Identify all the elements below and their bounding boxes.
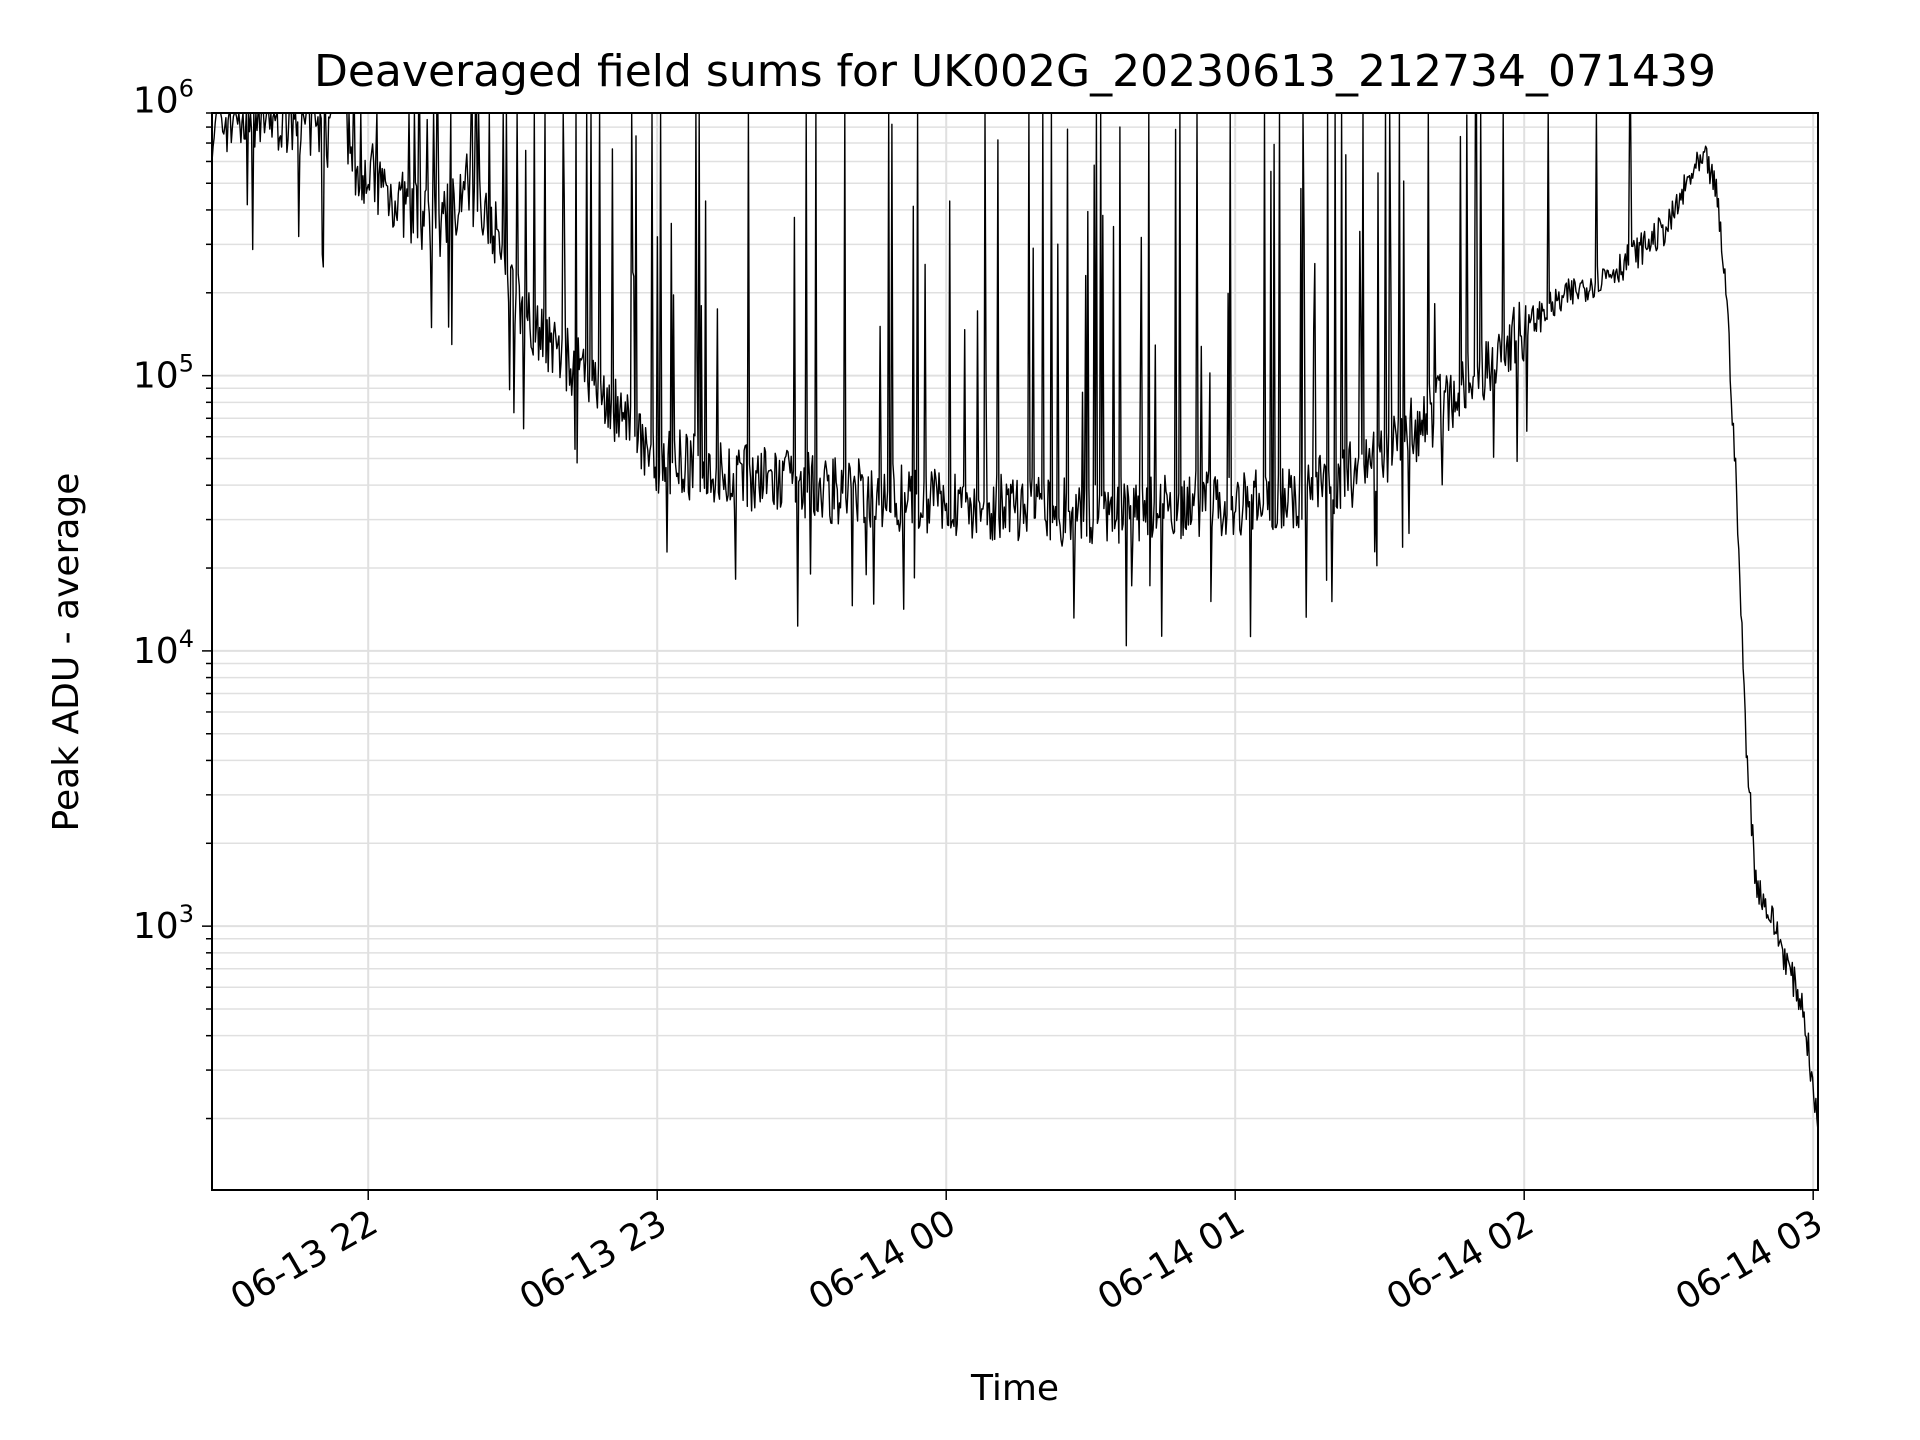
series-line (211, 112, 1819, 1132)
line-layer (211, 112, 1819, 1132)
x-axis-label: Time (970, 1368, 1059, 1409)
y-tick-label: 103 (133, 900, 194, 947)
y-tick-label: 106 (133, 74, 194, 121)
y-axis-label: Peak ADU - average (46, 473, 87, 832)
chart-title: Deaveraged field sums for UK002G_2023061… (314, 46, 1716, 97)
y-tick-label: 105 (133, 350, 194, 397)
y-tick-label: 104 (133, 625, 194, 672)
